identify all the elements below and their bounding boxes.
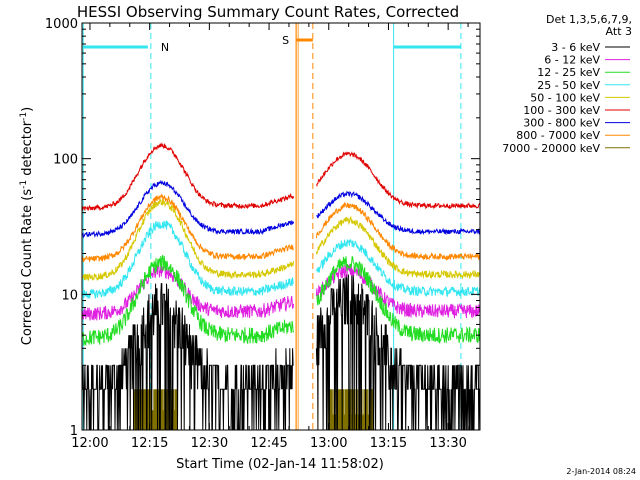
y-axis: 1 10 100 1000 [45, 17, 480, 439]
legend-label: 12 - 25 keV [537, 66, 600, 79]
legend-label: 3 - 6 keV [551, 41, 600, 54]
series-line-50-100kev [315, 215, 480, 280]
series-line-100-300kev [315, 150, 480, 210]
x-axis-label: Start Time (02-Jan-14 11:58:02) [176, 457, 384, 472]
legend-label: 25 - 50 keV [537, 79, 600, 92]
y-tick-label: 100 [53, 153, 78, 168]
x-tick-label: 12:30 [191, 436, 228, 451]
x-tick-label: 13:30 [429, 436, 466, 451]
x-tick-label: 12:15 [131, 436, 168, 451]
date-stamp: 2-Jan-2014 08:24 [566, 467, 636, 476]
legend-header-attenuator: Att 3 [606, 25, 632, 38]
x-axis: 12:00 12:15 12:30 12:45 13:00 13:15 13:30 [71, 23, 469, 451]
legend-label: 7000 - 20000 keV [502, 142, 600, 155]
legend-label: 300 - 800 keV [523, 117, 600, 130]
series-line-100-300kev [82, 142, 295, 212]
night-marker-label: N [161, 41, 169, 54]
x-tick-label: 12:45 [250, 436, 287, 451]
series-line-12-25kev [316, 255, 480, 344]
series-layer [82, 142, 480, 430]
series-line-300-800kev [82, 179, 295, 239]
series-line-3-6kev [82, 283, 294, 430]
x-tick-label: 12:00 [71, 436, 108, 451]
saa-marker-label: S [282, 34, 289, 47]
series-line-800-7000kev [315, 201, 480, 261]
series-line-12-25kev [82, 254, 295, 347]
series-line-50-100kev [82, 198, 295, 282]
series-line-25-50kev [315, 238, 480, 298]
legend-label: 6 - 12 keV [544, 54, 600, 67]
series-line-3-6kev [315, 274, 480, 430]
series-line-25-50kev [82, 220, 294, 299]
legend-header-detectors: Det 1,3,5,6,7,9, [546, 13, 632, 26]
x-tick-label: 13:00 [310, 436, 347, 451]
legend-label: 100 - 300 keV [523, 104, 600, 117]
legend-label: 50 - 100 keV [530, 91, 600, 104]
legend-label: 800 - 7000 keV [516, 129, 600, 142]
series-line-800-7000kev [82, 193, 294, 263]
y-tick-label: 10 [61, 288, 78, 303]
plot-frame [81, 22, 481, 431]
y-tick-label: 1 [70, 424, 78, 439]
series-line-6-12kev [315, 264, 480, 319]
chart-title: HESSI Observing Summary Count Rates, Cor… [77, 3, 459, 21]
y-tick-label: 1000 [45, 17, 78, 32]
marker-layer: NS [82, 23, 462, 430]
y-axis-label: Corrected Count Rate (s-1 detector-1) [19, 107, 35, 345]
series-line-300-800kev [316, 190, 480, 236]
x-tick-label: 13:15 [370, 436, 407, 451]
